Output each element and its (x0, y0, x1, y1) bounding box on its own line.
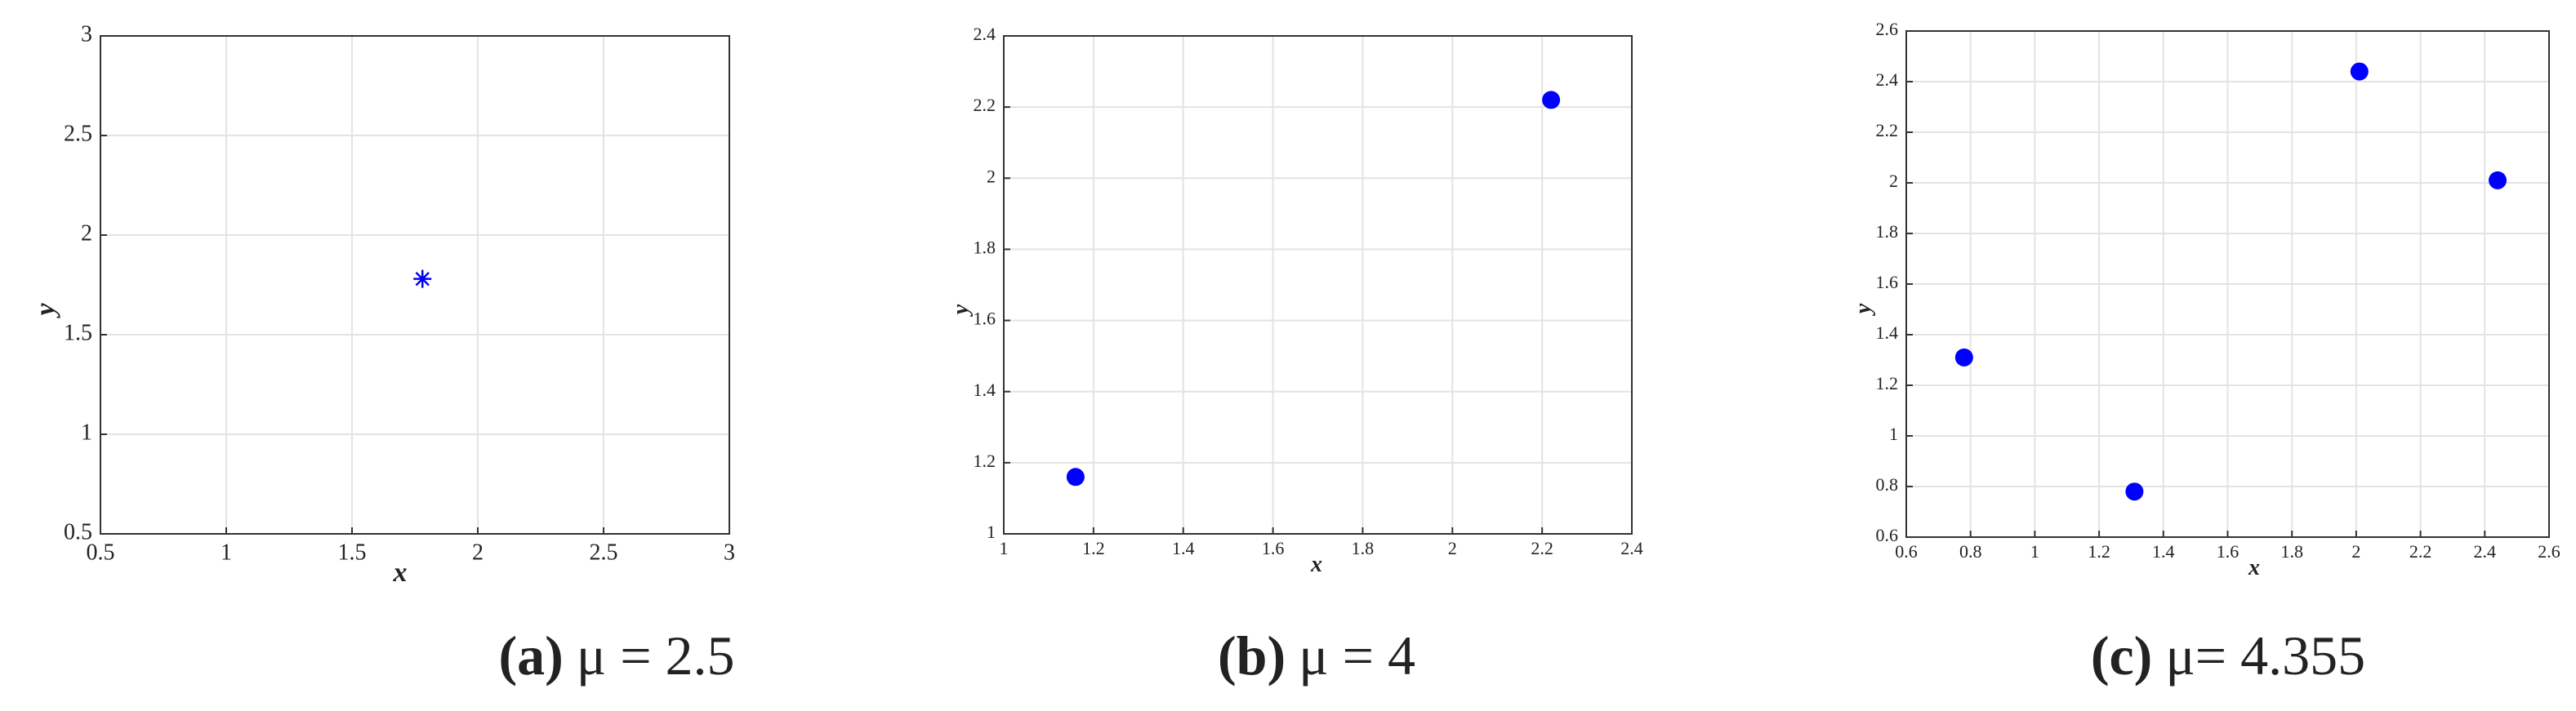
x-tick-label: 1.2 (1082, 538, 1105, 558)
x-tick-label: 1.8 (1352, 538, 1375, 558)
y-tick-label: 2.6 (1876, 19, 1899, 39)
y-tick-label: 0.6 (1876, 525, 1899, 545)
y-tick-label: 1 (1889, 424, 1898, 444)
y-tick-label: 2.5 (64, 121, 92, 146)
caption-label: (a) (498, 624, 563, 687)
x-tick-label: 1.2 (2088, 541, 2110, 562)
y-tick-label: 1.2 (974, 451, 996, 471)
x-tick-label: 0.5 (87, 540, 115, 566)
caption: (b) μ = 4 (1218, 624, 1415, 687)
x-tick-label: 2.5 (590, 540, 618, 566)
x-tick-label: 1.4 (1172, 538, 1195, 558)
y-tick-label: 1.2 (1876, 373, 1899, 393)
y-tick-label: 2.2 (974, 95, 996, 115)
x-tick-label: 1 (1000, 538, 1009, 558)
y-tick-label: 2.4 (974, 24, 996, 44)
data-point (413, 269, 432, 288)
plot-frame (1003, 35, 1633, 535)
x-tick-label: 1.6 (1262, 538, 1285, 558)
data-point (2350, 62, 2369, 81)
y-tick-label: 2.2 (1876, 120, 1899, 140)
caption-text: μ = 4 (1299, 624, 1415, 687)
x-tick-label: 2.6 (2538, 541, 2560, 562)
data-point (2489, 171, 2507, 189)
x-tick-label: 2 (472, 540, 484, 566)
y-tick-label: 2 (987, 166, 996, 186)
x-tick-label: 1.6 (2217, 541, 2240, 562)
y-tick-label: 1.4 (974, 380, 996, 400)
y-tick-label: 1.5 (64, 320, 92, 345)
y-tick-label: 2.4 (1876, 69, 1899, 90)
y-tick-label: 3 (81, 21, 92, 47)
x-tick-label: 1.4 (2152, 541, 2175, 562)
x-tick-label: 2.4 (1620, 538, 1643, 558)
caption-label: (b) (1218, 624, 1286, 687)
x-tick-label: 2.2 (1531, 538, 1553, 558)
y-tick-label: 1 (81, 420, 92, 445)
y-tick-label: 0.8 (1876, 474, 1899, 495)
x-tick-label: 1 (2030, 541, 2039, 562)
x-tick-label: 0.6 (1895, 541, 1918, 562)
caption-text: μ = 2.5 (577, 624, 735, 687)
x-tick-label: 2 (1448, 538, 1457, 558)
y-tick-label: 1.4 (1876, 322, 1899, 343)
x-tick-label: 0.8 (1959, 541, 1982, 562)
caption: (c) μ= 4.355 (2091, 624, 2365, 687)
data-point (2125, 482, 2144, 501)
x-tick-label: 3 (724, 540, 735, 566)
y-tick-label: 1.8 (1876, 221, 1899, 242)
x-axis-label: x (1310, 552, 1322, 577)
data-point (1954, 348, 1973, 367)
data-point (1542, 91, 1561, 109)
y-tick-label: 1.6 (1876, 272, 1899, 292)
x-tick-label: 1.8 (2280, 541, 2303, 562)
caption-text: μ= 4.355 (2165, 624, 2365, 687)
y-tick-label: 0.5 (64, 519, 92, 544)
plot-frame (100, 35, 730, 535)
y-axis-label: y (948, 304, 974, 317)
y-axis-label: y (1851, 303, 1876, 316)
y-tick-label: 1.6 (974, 309, 996, 329)
y-tick-label: 1.8 (974, 237, 996, 257)
x-axis-label: x (393, 558, 408, 588)
data-point (1066, 468, 1085, 487)
y-tick-label: 2 (81, 220, 92, 246)
plot-frame (1905, 30, 2550, 538)
x-tick-label: 1 (221, 540, 232, 566)
x-tick-label: 2.2 (2409, 541, 2432, 562)
y-tick-label: 2 (1889, 171, 1898, 191)
x-tick-label: 2.4 (2474, 541, 2497, 562)
x-axis-label: x (2248, 555, 2260, 580)
caption: (a) μ = 2.5 (498, 624, 734, 687)
x-tick-label: 2 (2351, 541, 2360, 562)
y-tick-label: 1 (987, 522, 996, 542)
y-axis-label: y (30, 303, 60, 319)
x-tick-label: 1.5 (338, 540, 367, 566)
caption-label: (c) (2091, 624, 2152, 687)
